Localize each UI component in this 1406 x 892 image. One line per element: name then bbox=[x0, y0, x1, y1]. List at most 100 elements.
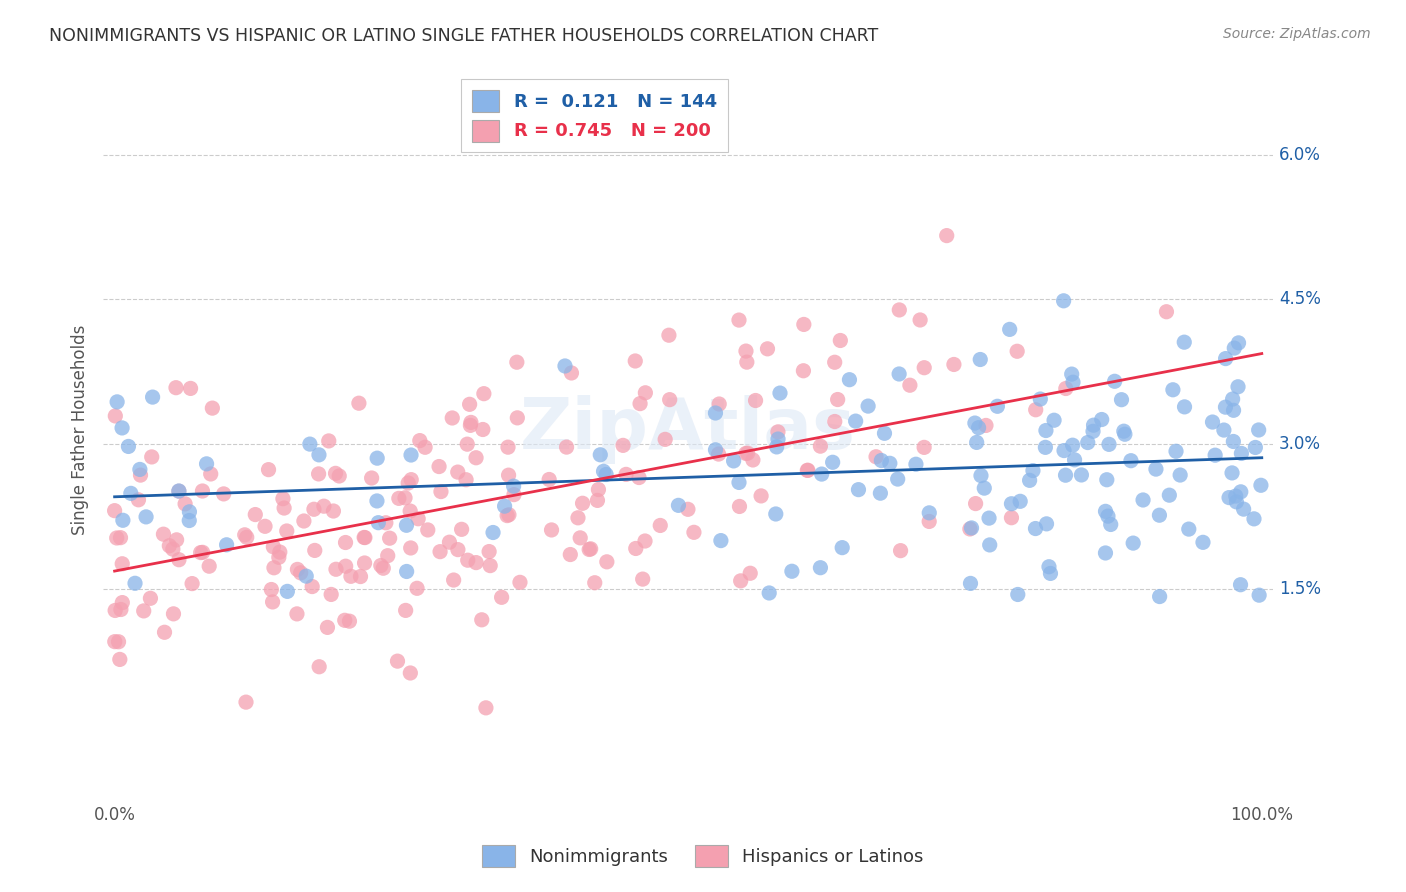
Hispanics or Latinos bbox=[167, 552, 190, 566]
Hispanics or Latinos bbox=[471, 423, 494, 437]
Nonimmigrants bbox=[1007, 587, 1029, 601]
Nonimmigrants bbox=[494, 499, 516, 513]
Hispanics or Latinos bbox=[287, 562, 309, 576]
Hispanics or Latinos bbox=[586, 493, 609, 508]
Nonimmigrants bbox=[918, 506, 941, 520]
Hispanics or Latinos bbox=[588, 483, 610, 497]
Nonimmigrants bbox=[1039, 566, 1062, 581]
Nonimmigrants bbox=[1229, 578, 1251, 592]
Nonimmigrants bbox=[1010, 494, 1032, 508]
Hispanics or Latinos bbox=[567, 510, 589, 524]
Nonimmigrants bbox=[1204, 448, 1226, 462]
Nonimmigrants bbox=[704, 406, 727, 420]
Text: 1.5%: 1.5% bbox=[1279, 580, 1322, 598]
Hispanics or Latinos bbox=[353, 556, 375, 570]
Hispanics or Latinos bbox=[304, 543, 326, 558]
Nonimmigrants bbox=[960, 521, 983, 535]
Hispanics or Latinos bbox=[104, 603, 127, 617]
Nonimmigrants bbox=[977, 511, 1000, 525]
Hispanics or Latinos bbox=[166, 533, 188, 547]
Hispanics or Latinos bbox=[107, 634, 129, 648]
Nonimmigrants bbox=[966, 435, 988, 450]
Hispanics or Latinos bbox=[737, 446, 759, 460]
Nonimmigrants bbox=[1222, 403, 1244, 417]
Hispanics or Latinos bbox=[335, 559, 357, 574]
Nonimmigrants bbox=[1220, 466, 1243, 480]
Nonimmigrants bbox=[1114, 427, 1136, 442]
Hispanics or Latinos bbox=[456, 437, 478, 451]
Hispanics or Latinos bbox=[450, 522, 472, 536]
Nonimmigrants bbox=[710, 533, 733, 548]
Hispanics or Latinos bbox=[312, 499, 335, 513]
Hispanics or Latinos bbox=[792, 364, 814, 378]
Hispanics or Latinos bbox=[353, 530, 375, 544]
Hispanics or Latinos bbox=[658, 328, 681, 343]
Nonimmigrants bbox=[482, 525, 505, 540]
Hispanics or Latinos bbox=[406, 512, 429, 526]
Hispanics or Latinos bbox=[628, 396, 651, 410]
Hispanics or Latinos bbox=[245, 508, 267, 522]
Hispanics or Latinos bbox=[370, 558, 392, 573]
Nonimmigrants bbox=[295, 569, 318, 583]
Nonimmigrants bbox=[1097, 509, 1119, 524]
Hispanics or Latinos bbox=[898, 378, 921, 392]
Hispanics or Latinos bbox=[429, 544, 451, 558]
Hispanics or Latinos bbox=[269, 545, 291, 559]
Hispanics or Latinos bbox=[506, 410, 529, 425]
Nonimmigrants bbox=[1119, 453, 1142, 467]
Nonimmigrants bbox=[1053, 443, 1076, 458]
Nonimmigrants bbox=[1229, 484, 1251, 499]
Nonimmigrants bbox=[1168, 468, 1191, 483]
Nonimmigrants bbox=[1081, 425, 1104, 439]
Hispanics or Latinos bbox=[308, 467, 330, 481]
Hispanics or Latinos bbox=[865, 450, 887, 464]
Hispanics or Latinos bbox=[797, 463, 820, 477]
Nonimmigrants bbox=[1227, 380, 1250, 394]
Nonimmigrants bbox=[1225, 489, 1247, 503]
Hispanics or Latinos bbox=[650, 518, 672, 533]
Hispanics or Latinos bbox=[104, 634, 127, 648]
Hispanics or Latinos bbox=[498, 468, 520, 483]
Nonimmigrants bbox=[758, 586, 780, 600]
Nonimmigrants bbox=[728, 475, 751, 490]
Hispanics or Latinos bbox=[1025, 402, 1047, 417]
Nonimmigrants bbox=[765, 507, 787, 521]
Nonimmigrants bbox=[1091, 412, 1114, 426]
Hispanics or Latinos bbox=[276, 524, 298, 538]
Nonimmigrants bbox=[592, 464, 614, 478]
Nonimmigrants bbox=[1244, 441, 1267, 455]
Nonimmigrants bbox=[1243, 512, 1265, 526]
Nonimmigrants bbox=[870, 453, 893, 467]
Hispanics or Latinos bbox=[479, 558, 502, 573]
Nonimmigrants bbox=[879, 456, 901, 470]
Nonimmigrants bbox=[1062, 438, 1084, 452]
Nonimmigrants bbox=[276, 584, 298, 599]
Text: NONIMMIGRANTS VS HISPANIC OR LATINO SINGLE FATHER HOUSEHOLDS CORRELATION CHART: NONIMMIGRANTS VS HISPANIC OR LATINO SING… bbox=[49, 27, 879, 45]
Nonimmigrants bbox=[1149, 590, 1171, 604]
Nonimmigrants bbox=[111, 421, 134, 435]
Nonimmigrants bbox=[1038, 559, 1060, 574]
Hispanics or Latinos bbox=[253, 519, 276, 533]
Nonimmigrants bbox=[1022, 464, 1045, 478]
Hispanics or Latinos bbox=[569, 531, 592, 545]
Hispanics or Latinos bbox=[631, 572, 654, 586]
Hispanics or Latinos bbox=[141, 450, 163, 464]
Hispanics or Latinos bbox=[465, 556, 488, 570]
Nonimmigrants bbox=[1225, 495, 1247, 509]
Hispanics or Latinos bbox=[654, 433, 676, 447]
Hispanics or Latinos bbox=[472, 386, 495, 401]
Nonimmigrants bbox=[1112, 424, 1135, 438]
Hispanics or Latinos bbox=[734, 446, 756, 460]
Hispanics or Latinos bbox=[890, 543, 912, 558]
Hispanics or Latinos bbox=[200, 467, 222, 481]
Hispanics or Latinos bbox=[105, 531, 128, 545]
Hispanics or Latinos bbox=[538, 473, 561, 487]
Hispanics or Latinos bbox=[578, 542, 600, 557]
Nonimmigrants bbox=[1035, 424, 1057, 438]
Hispanics or Latinos bbox=[273, 501, 295, 516]
Nonimmigrants bbox=[723, 454, 745, 468]
Text: Source: ZipAtlas.com: Source: ZipAtlas.com bbox=[1223, 27, 1371, 41]
Nonimmigrants bbox=[1043, 413, 1066, 427]
Nonimmigrants bbox=[366, 494, 388, 508]
Hispanics or Latinos bbox=[377, 549, 399, 563]
